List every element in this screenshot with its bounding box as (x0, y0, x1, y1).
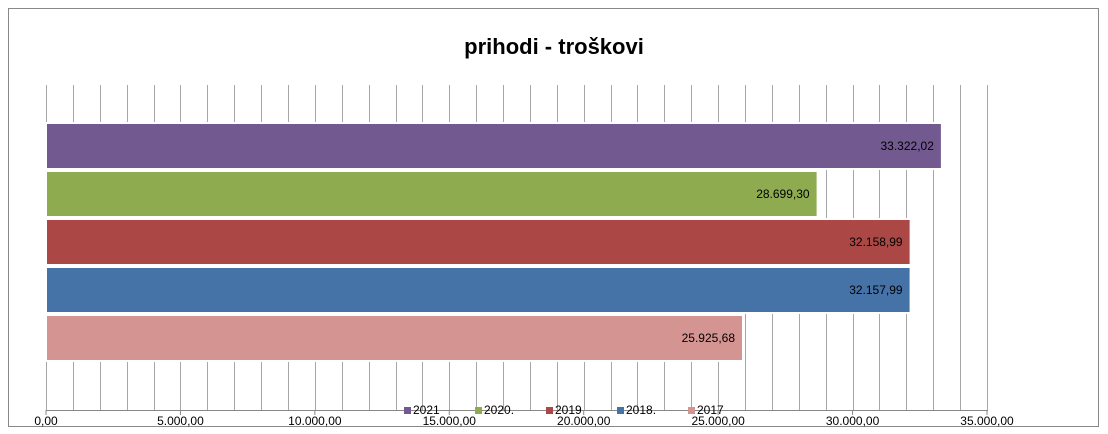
legend-swatch (475, 407, 482, 414)
data-label: 25.925,68 (682, 331, 736, 345)
data-label: 28.699,30 (756, 187, 810, 201)
bar (45, 266, 912, 314)
legend-label: 2020. (484, 403, 514, 417)
legend-label: 2018. (626, 403, 656, 417)
legend-swatch (617, 407, 624, 414)
legend-label: 2019 (555, 403, 582, 417)
x-tick-label: 25.000,00 (691, 414, 745, 428)
x-tick-label: 35.000,00 (960, 414, 1014, 428)
bar (45, 122, 943, 170)
x-tick-label: 5.000,00 (157, 414, 204, 428)
bar (45, 218, 912, 266)
data-label: 32.157,99 (849, 283, 903, 297)
bar (45, 170, 819, 218)
chart-title: prihodi - troškovi (464, 34, 644, 59)
bar (45, 314, 745, 362)
legend-label: 2017 (697, 403, 724, 417)
x-tick-label: 30.000,00 (826, 414, 880, 428)
legend-label: 2021 (413, 403, 440, 417)
data-label: 32.158,99 (849, 235, 903, 249)
data-label: 33.322,02 (880, 139, 934, 153)
x-tick-label: 15.000,00 (423, 414, 477, 428)
legend-swatch (546, 407, 553, 414)
x-tick-label: 0,00 (34, 414, 58, 428)
x-tick-label: 10.000,00 (288, 414, 342, 428)
x-tick-label: 20.000,00 (557, 414, 611, 428)
legend-swatch (404, 407, 411, 414)
legend-swatch (688, 407, 695, 414)
